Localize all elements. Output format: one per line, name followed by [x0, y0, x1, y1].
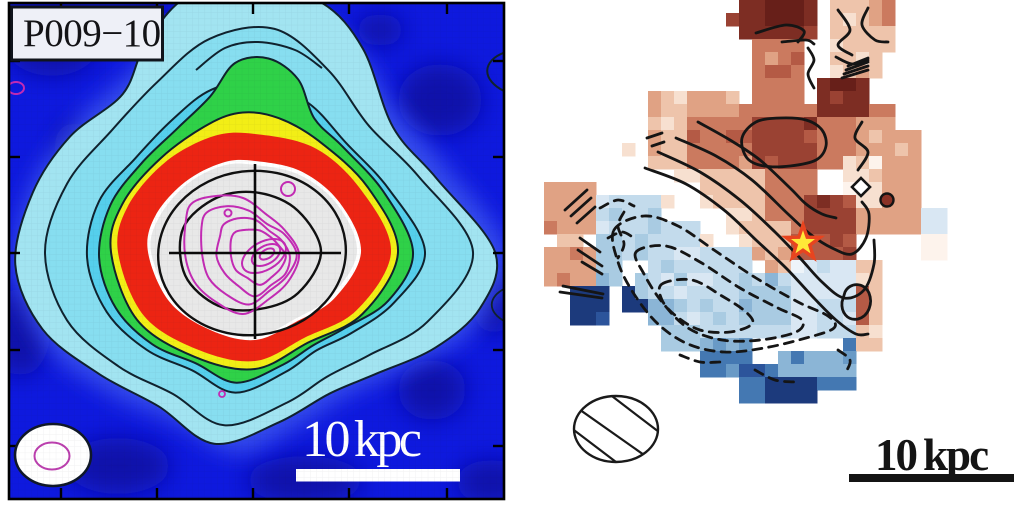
svg-text:10 kpc: 10 kpc: [875, 430, 988, 480]
svg-text:P009−10: P009−10: [23, 12, 161, 55]
